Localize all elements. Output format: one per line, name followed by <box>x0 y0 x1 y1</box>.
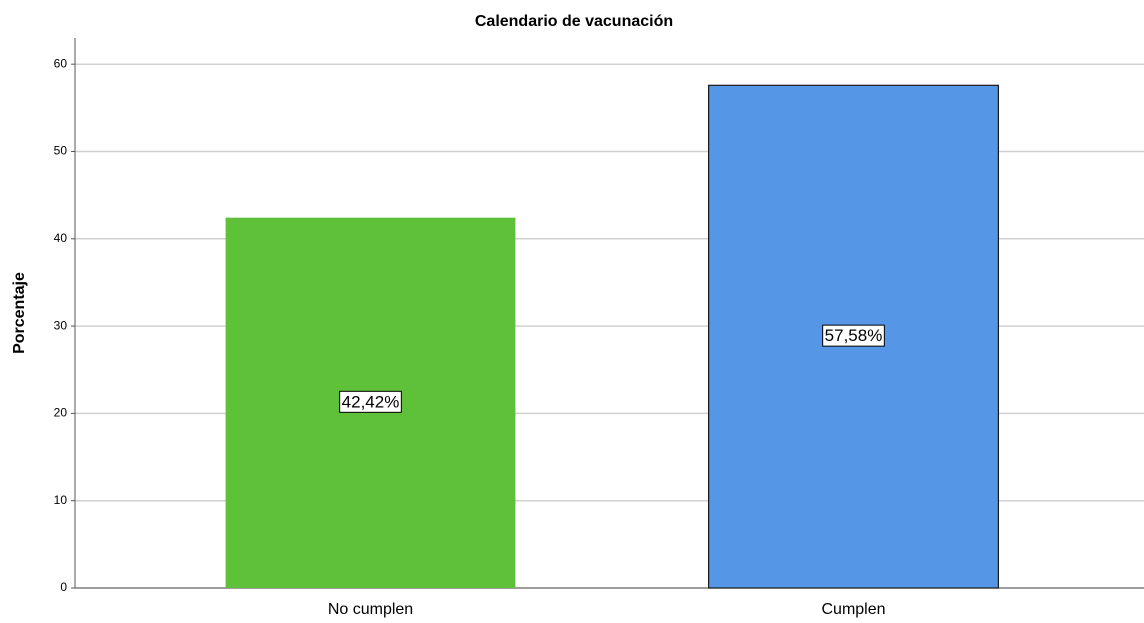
y-tick-label: 0 <box>60 580 67 594</box>
y-tick-label: 30 <box>54 318 68 332</box>
y-tick-label: 20 <box>54 406 68 420</box>
y-tick-label: 50 <box>54 144 68 158</box>
value-label-box <box>339 390 402 413</box>
y-tick-label: 10 <box>54 493 68 507</box>
value-label: 42,42% <box>342 392 400 411</box>
x-tick-label: Cumplen <box>821 601 885 618</box>
x-tick-label: No cumplen <box>328 601 413 618</box>
chart-title: Calendario de vacunación <box>475 13 673 30</box>
value-label-box <box>822 324 885 347</box>
y-tick-label: 60 <box>54 56 68 70</box>
y-tick-label: 40 <box>54 231 68 245</box>
y-axis-label: Porcentaje <box>11 272 28 354</box>
value-label: 57,58% <box>825 326 883 345</box>
